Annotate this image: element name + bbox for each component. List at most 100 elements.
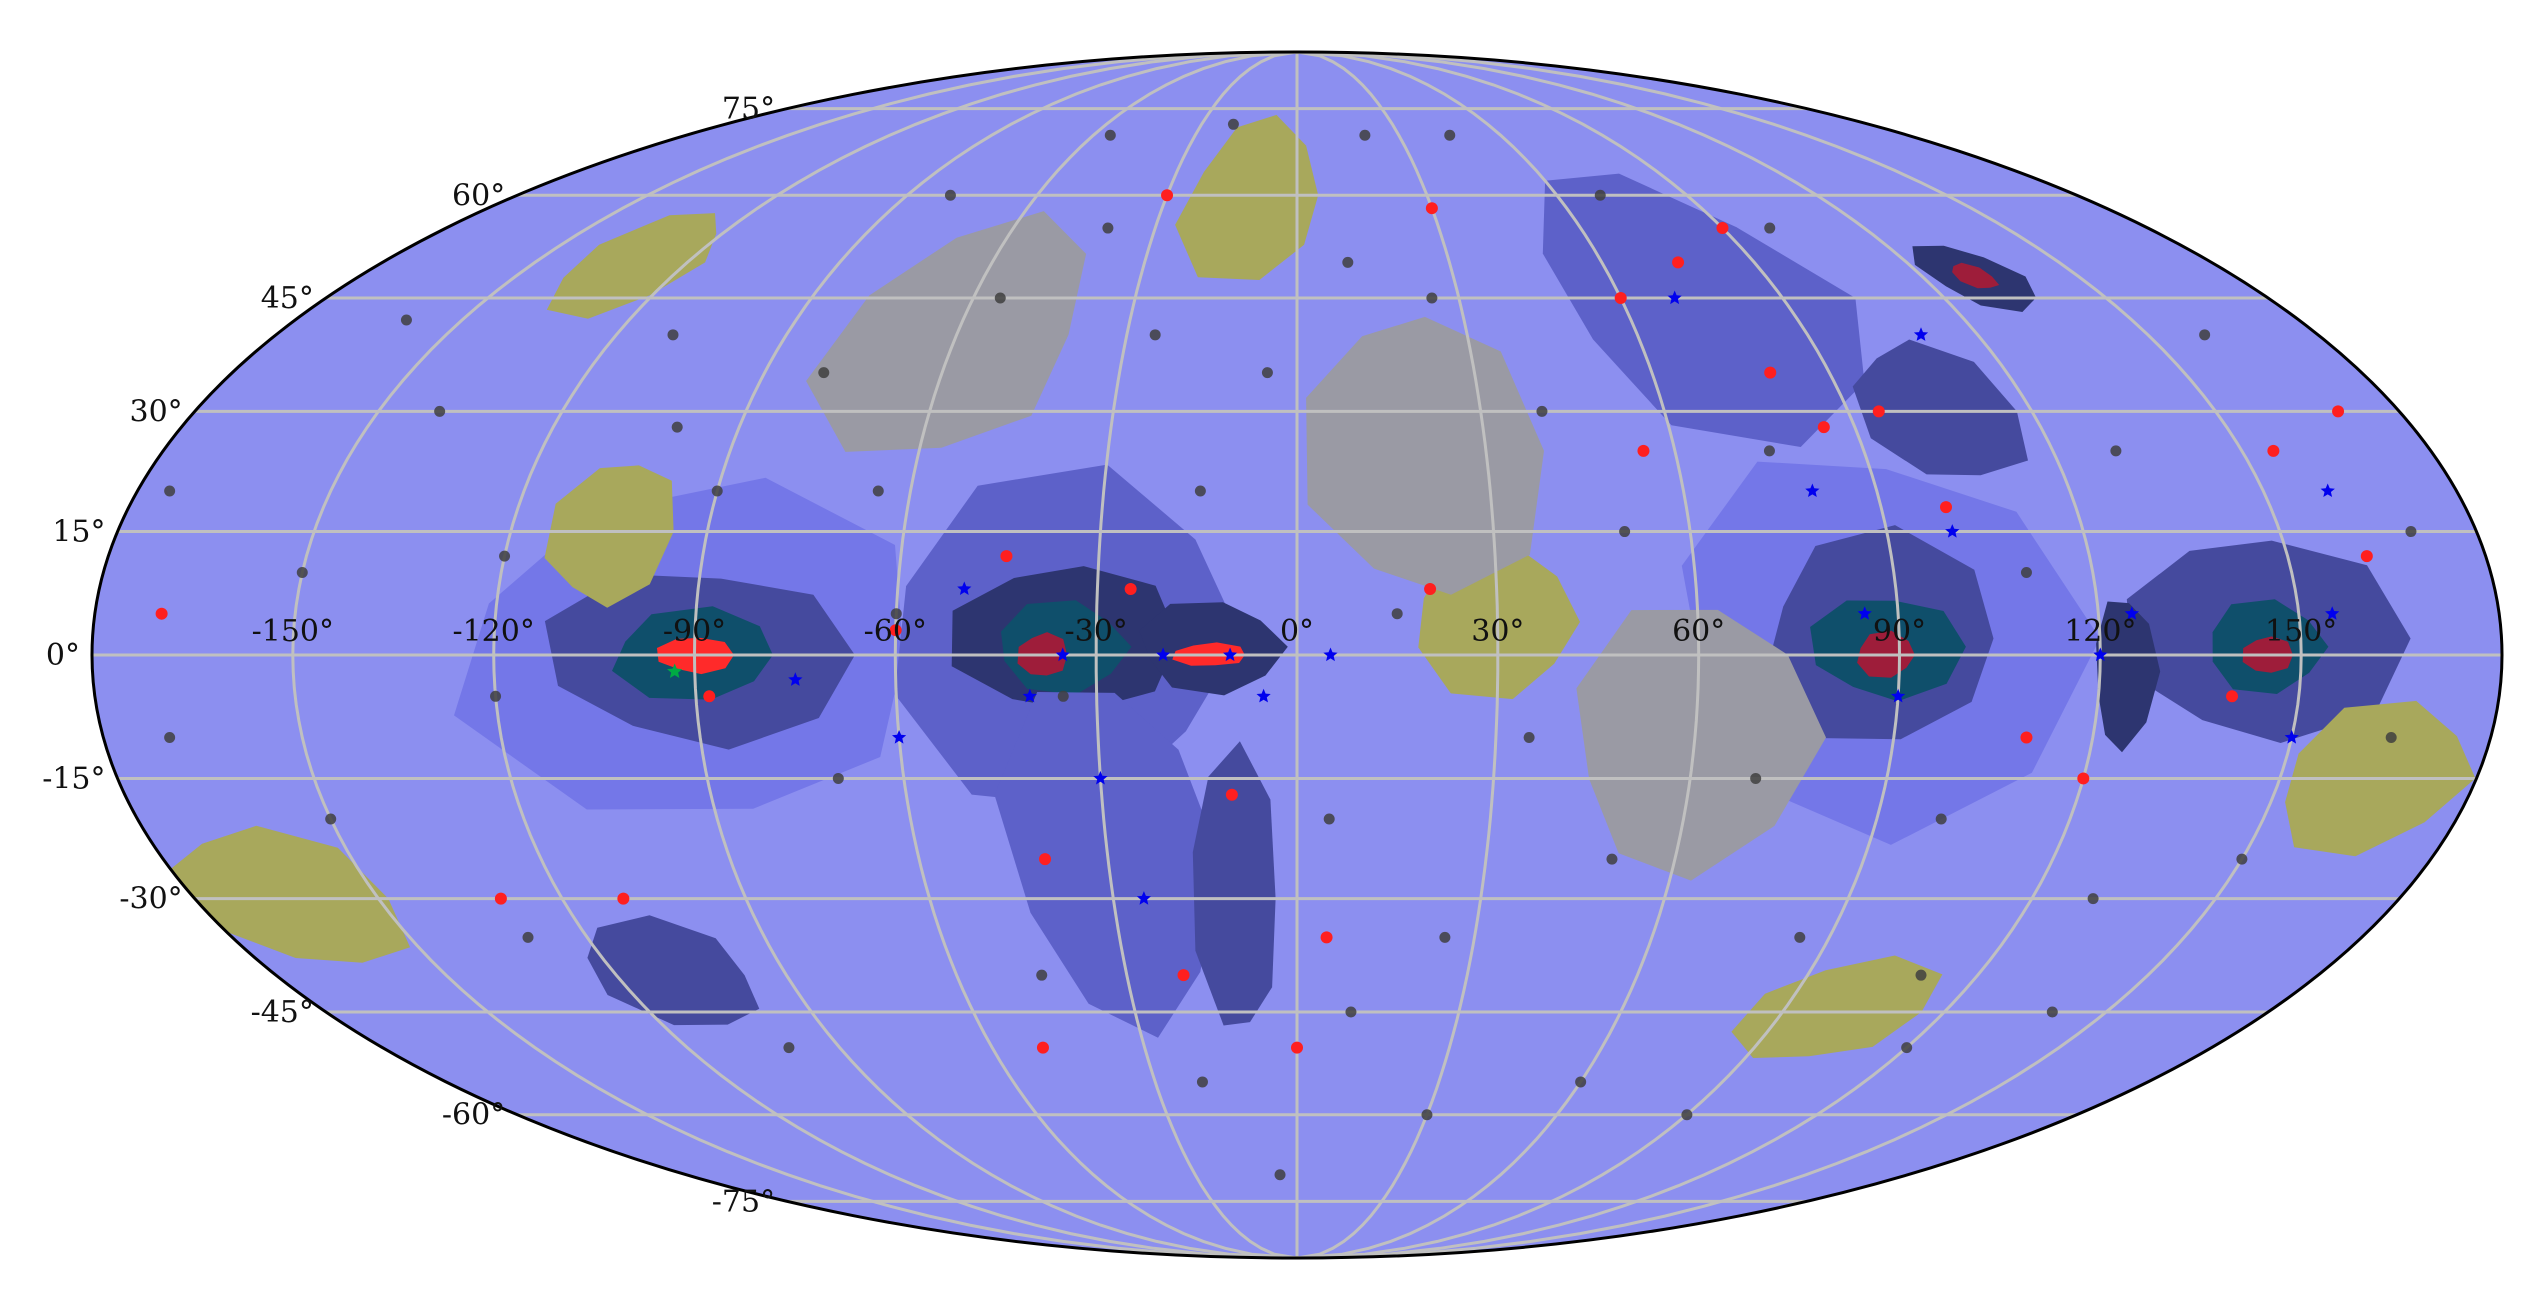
gray-marker [818,367,830,379]
red-marker [889,624,902,637]
gray-marker [400,314,412,326]
gray-marker [1536,405,1548,417]
lat-label: -30° [119,882,182,917]
contour-regions [166,114,2476,1058]
gray-marker [1763,445,1775,457]
gray-marker [1901,1042,1913,1054]
contour-region-high_1 [546,213,717,319]
red-marker [1124,582,1137,595]
gray-marker [994,292,1006,304]
red-marker [1225,788,1238,801]
blue-star-marker [892,730,907,744]
gray-marker [1764,222,1776,234]
gray-marker [1935,813,1947,825]
gray-marker [1575,1076,1587,1088]
contour-region-mid [1576,609,1826,881]
lat-label: 30° [130,394,183,429]
red-marker [1817,421,1830,434]
blue-star-marker [2284,730,2299,744]
red-marker [1036,1041,1049,1054]
contour-region-mid [1306,316,1544,595]
gray-marker [1057,690,1069,702]
gray-marker [1227,118,1239,130]
red-marker [1940,501,1953,514]
red-marker [2360,550,2373,563]
gray-marker [434,405,446,417]
gray-marker [1421,1109,1433,1121]
graticule-lon-line [893,52,1298,1258]
gray-marker [1794,931,1806,943]
contour-region-high_1 [1175,114,1319,281]
gray-marker [1750,772,1762,784]
lon-label: 0° [1280,614,1314,649]
lon-label: -60° [864,614,927,649]
blue-star-marker [1222,647,1238,662]
gray-marker [1444,129,1456,141]
gray-marker [872,485,884,497]
gray-marker [1345,1006,1357,1018]
graticule-lon-line [1296,52,2303,1258]
gray-marker [1359,129,1371,141]
graticule-lon-line [492,52,1298,1258]
blue-star-marker [1055,647,1070,662]
red-marker [1424,582,1437,595]
gray-marker [2385,731,2397,743]
gray-marker [499,550,511,562]
lat-label: -45° [251,995,314,1030]
red-marker [1039,853,1052,866]
gray-marker [1915,969,1927,981]
contour-region-high_1 [166,825,411,963]
gray-marker [783,1042,795,1054]
blue-star-marker [1093,770,1108,785]
gray-marker [2087,893,2099,905]
gray-marker [2405,526,2417,538]
lat-label: -15° [42,761,105,796]
red-marker [1320,931,1333,944]
lon-label: -150° [252,614,334,649]
gray-marker [671,421,683,433]
gray-marker [1619,526,1631,538]
lat-label: 45° [261,281,314,316]
contour-region-high_1 [544,465,674,608]
red-marker [1000,550,1013,563]
red-marker [2020,731,2033,744]
blue-star-marker [1891,688,1906,703]
gray-marker [1149,329,1161,341]
blue-star-marker [1022,688,1037,703]
red-marker [1614,291,1627,304]
green-star-marker [667,663,683,678]
red-marker [2332,405,2345,418]
red-marker [703,690,716,703]
blue-star-marker [1156,647,1171,662]
lon-label: 30° [1471,614,1524,649]
contour-region-core_1 [1952,262,2000,289]
gray-marker [1523,731,1535,743]
source-markers [155,118,2417,1181]
lon-label: -90° [663,614,726,649]
red-marker [1291,1041,1303,1054]
blue-star-marker [1945,524,1960,538]
gray-marker [522,931,534,943]
gray-marker [2236,853,2248,865]
red-marker [155,607,168,620]
gray-marker [667,329,679,341]
contour-region-mid [806,211,1087,452]
gray-marker [1261,367,1273,379]
lon-label: 120° [2064,614,2136,649]
blue-star-marker [2325,606,2340,620]
contour-region-low_4 [2096,601,2161,753]
gray-marker [1391,608,1403,620]
red-marker [1425,202,1438,215]
gray-marker [944,189,956,201]
latitude-labels: -75° -60° -45° -30° -15° 0° 15° 30° 45° 60° 75° [42,92,775,1220]
blue-star-marker [957,581,972,595]
blue-star-marker [1136,891,1151,905]
contour-region-low_3 [1852,339,2028,476]
gray-marker [1594,189,1606,201]
gray-marker [1102,222,1114,234]
gray-marker [1274,1169,1286,1181]
gray-marker [890,608,902,620]
gray-marker [1194,485,1206,497]
lat-label: 60° [452,178,505,213]
